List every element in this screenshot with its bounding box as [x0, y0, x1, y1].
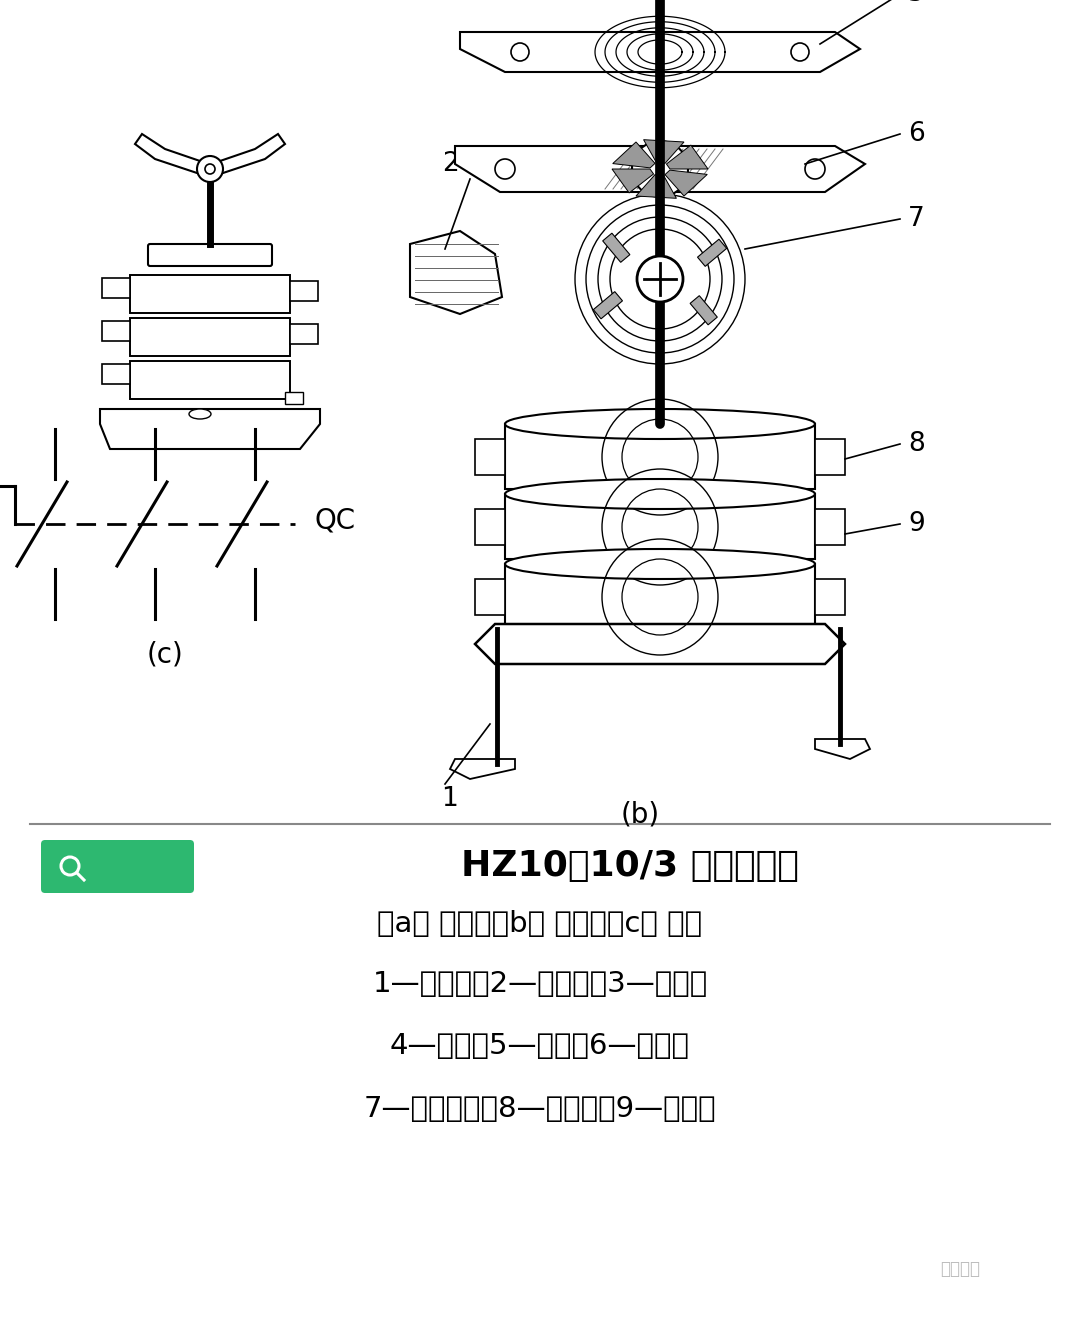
Text: (b): (b) [620, 800, 660, 828]
Ellipse shape [189, 409, 211, 418]
Text: 6: 6 [908, 120, 924, 147]
Text: 1—接线柱；2—绦缘杆；3—手柄；: 1—接线柱；2—绦缘杆；3—手柄； [373, 970, 707, 998]
Ellipse shape [505, 549, 815, 579]
Text: 4—转轴；5—弹簧；6—凸轮；: 4—转轴；5—弹簧；6—凸轮； [390, 1031, 690, 1061]
Polygon shape [603, 233, 630, 262]
Circle shape [637, 256, 683, 302]
FancyBboxPatch shape [102, 320, 130, 342]
Polygon shape [475, 508, 505, 545]
Text: (a): (a) [191, 369, 229, 399]
Polygon shape [612, 142, 654, 168]
Ellipse shape [505, 479, 815, 508]
Circle shape [197, 156, 222, 181]
Text: (c): (c) [147, 639, 184, 669]
Polygon shape [475, 440, 505, 475]
Polygon shape [815, 440, 845, 475]
Polygon shape [666, 146, 708, 169]
Polygon shape [475, 579, 505, 616]
Polygon shape [220, 134, 285, 173]
Text: 2: 2 [442, 151, 458, 177]
Polygon shape [593, 291, 622, 319]
FancyBboxPatch shape [291, 281, 318, 301]
Text: 8: 8 [908, 432, 924, 457]
Polygon shape [612, 169, 653, 193]
Polygon shape [698, 240, 727, 266]
FancyBboxPatch shape [41, 839, 194, 892]
Circle shape [205, 164, 215, 173]
FancyBboxPatch shape [102, 364, 130, 384]
FancyBboxPatch shape [102, 278, 130, 298]
Circle shape [511, 42, 529, 61]
FancyBboxPatch shape [130, 318, 291, 356]
Polygon shape [815, 579, 845, 616]
Text: 电工知库: 电工知库 [940, 1260, 980, 1278]
FancyBboxPatch shape [291, 324, 318, 344]
Text: 5: 5 [908, 0, 924, 7]
Text: （a） 外形；（b） 结构；（c） 符号: （a） 外形；（b） 结构；（c） 符号 [377, 910, 703, 937]
Polygon shape [815, 508, 845, 545]
Text: QC: QC [315, 507, 356, 535]
FancyBboxPatch shape [285, 392, 303, 404]
Text: HZ10－10/3 型转换开关: HZ10－10/3 型转换开关 [461, 849, 799, 883]
Polygon shape [100, 409, 320, 449]
Polygon shape [450, 759, 515, 779]
Circle shape [805, 159, 825, 179]
Polygon shape [665, 169, 707, 196]
FancyBboxPatch shape [130, 275, 291, 312]
Polygon shape [410, 230, 502, 314]
Text: 9: 9 [908, 511, 924, 538]
FancyBboxPatch shape [505, 494, 815, 559]
FancyBboxPatch shape [505, 424, 815, 489]
Polygon shape [135, 134, 200, 173]
FancyBboxPatch shape [148, 244, 272, 266]
Polygon shape [644, 139, 684, 163]
Ellipse shape [505, 409, 815, 440]
Text: 7: 7 [908, 207, 924, 232]
Circle shape [791, 42, 809, 61]
Polygon shape [815, 739, 870, 759]
Text: 1: 1 [442, 786, 458, 812]
FancyBboxPatch shape [130, 361, 291, 399]
Circle shape [495, 159, 515, 179]
FancyBboxPatch shape [505, 564, 815, 629]
Polygon shape [460, 32, 860, 71]
Text: 电工知库: 电工知库 [117, 857, 160, 875]
Circle shape [632, 140, 688, 197]
Polygon shape [455, 146, 865, 192]
Text: 7—绦缘垒板；8—动触片；9—静触片: 7—绦缘垒板；8—动触片；9—静触片 [364, 1095, 716, 1123]
Polygon shape [475, 624, 845, 665]
Polygon shape [636, 175, 676, 199]
Polygon shape [690, 295, 717, 324]
